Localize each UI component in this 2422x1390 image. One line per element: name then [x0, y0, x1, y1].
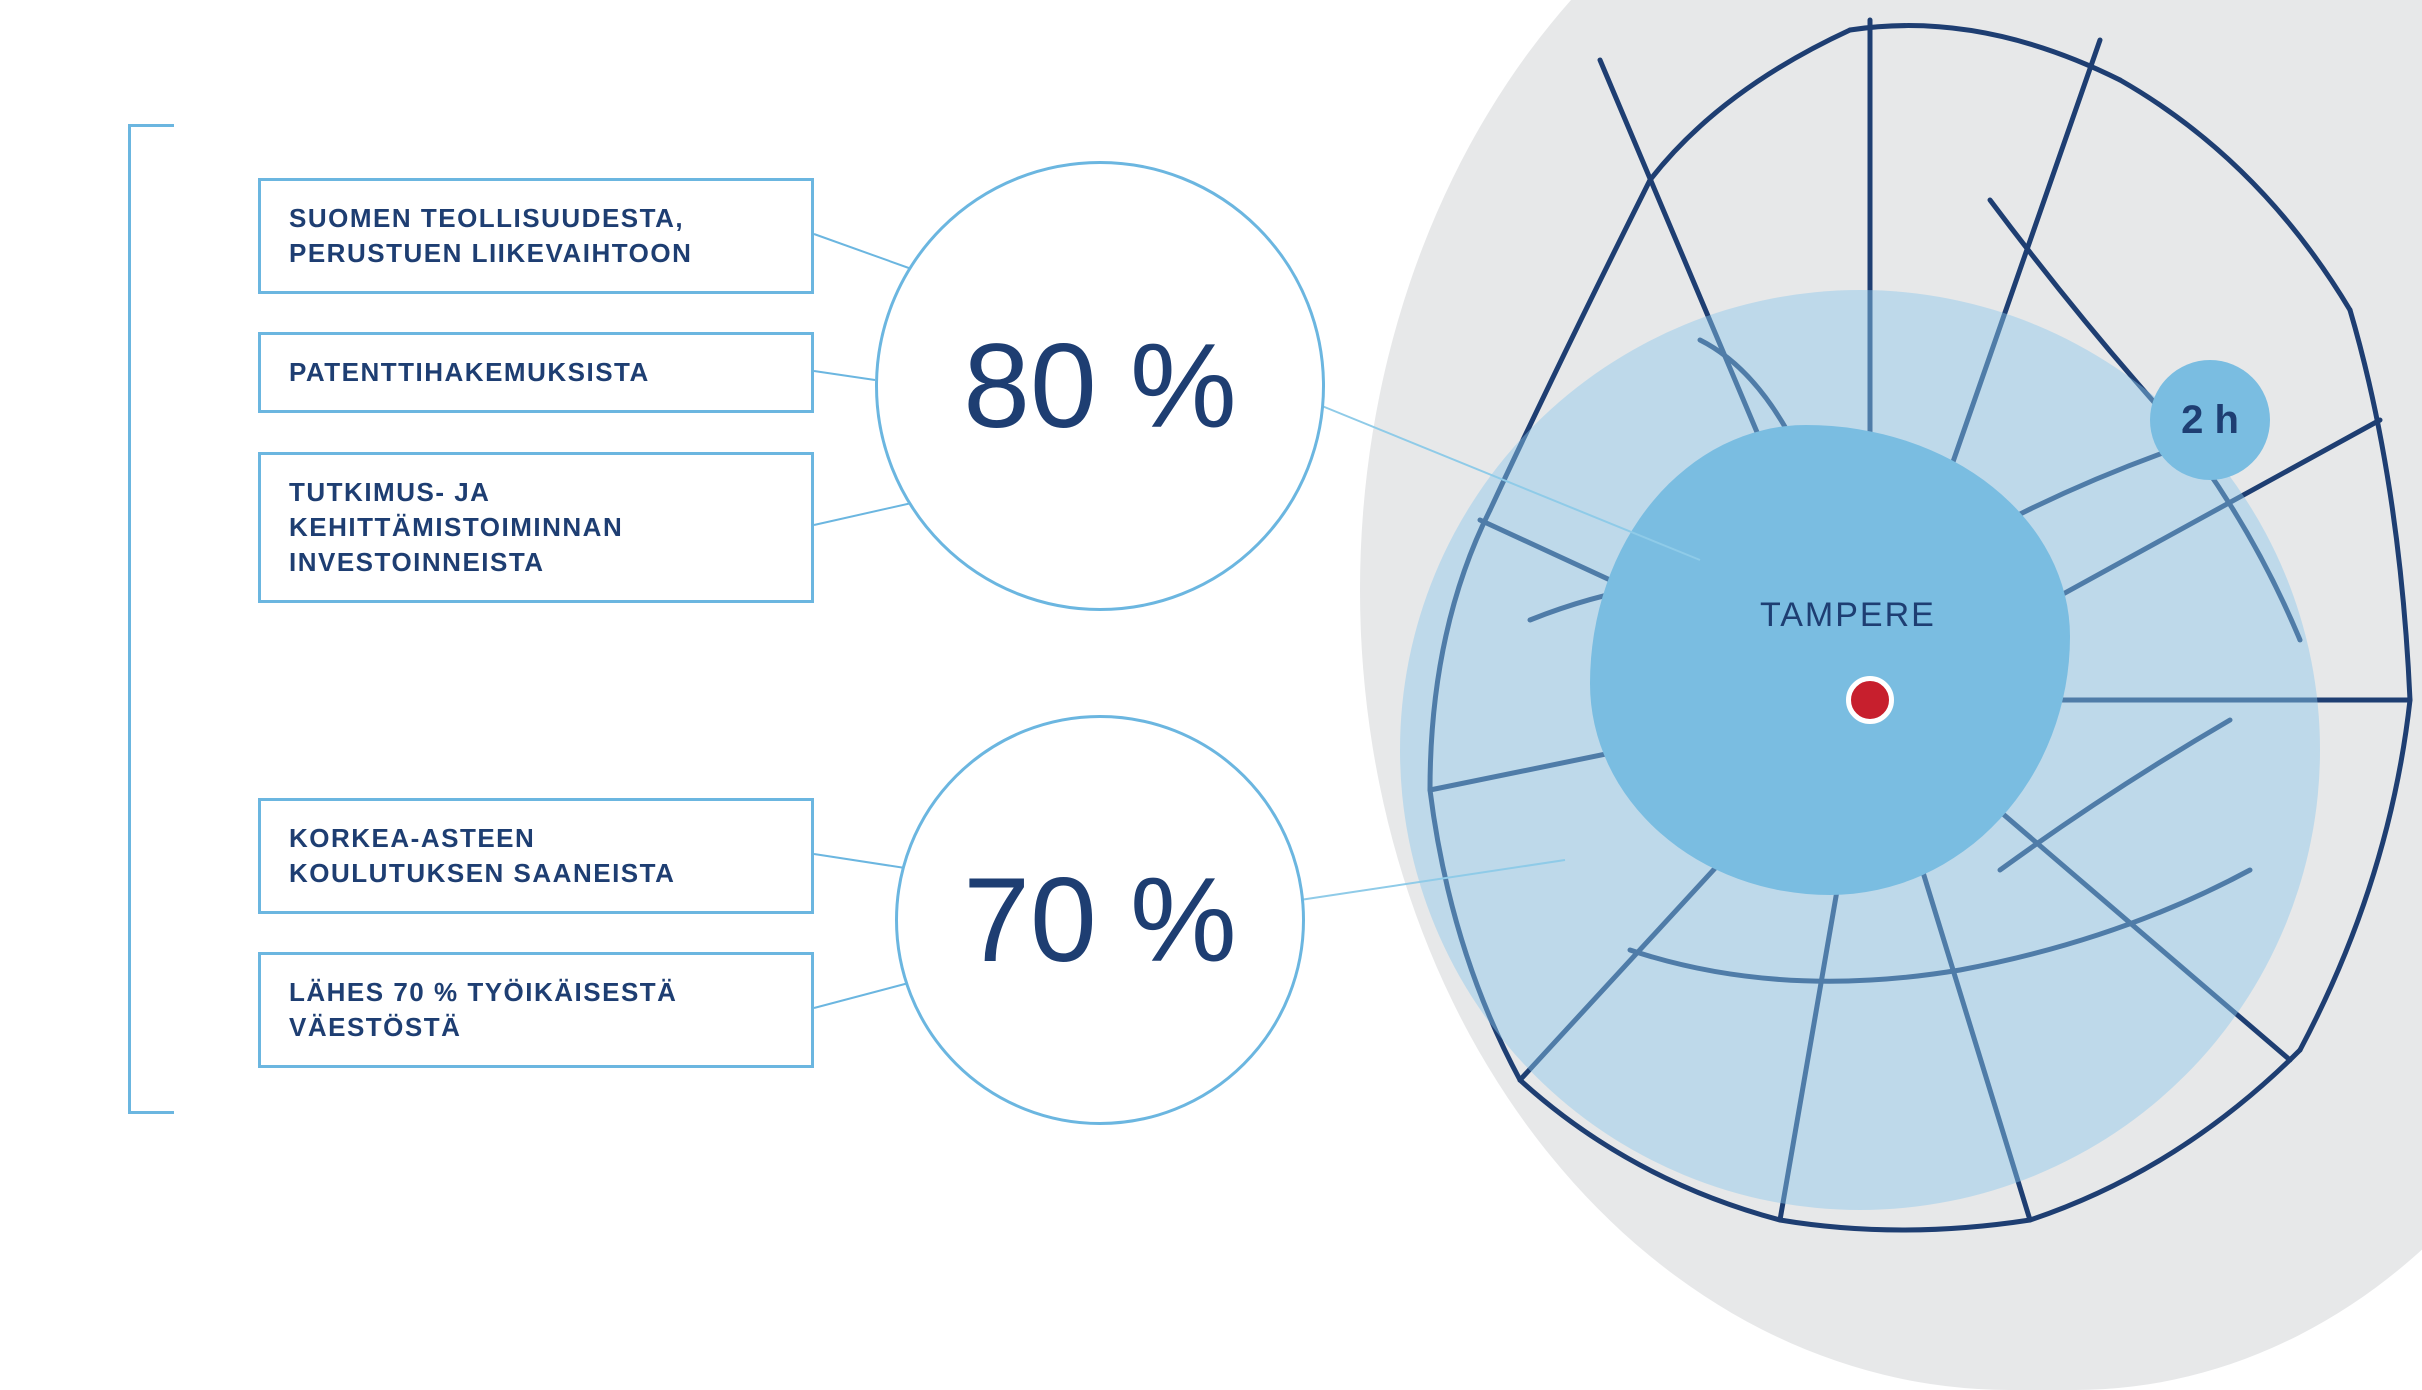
group70-box-0-line: KOULUTUKSEN SAANEISTA — [289, 856, 783, 891]
group80-box-2: TUTKIMUS- JAKEHITTÄMISTOIMINNANINVESTOIN… — [258, 452, 814, 603]
group70-box-1: LÄHES 70 % TYÖIKÄISESTÄVÄESTÖSTÄ — [258, 952, 814, 1068]
pct-circle-80-text: 80 % — [963, 317, 1237, 455]
pct-circle-70: 70 % — [895, 715, 1305, 1125]
group70-box-0-line: KORKEA-ASTEEN — [289, 821, 783, 856]
group70-box-1-line: LÄHES 70 % TYÖIKÄISESTÄ — [289, 975, 783, 1010]
group80-box-1: PATENTTIHAKEMUKSISTA — [258, 332, 814, 413]
pct-circle-80: 80 % — [875, 161, 1325, 611]
group80-box-2-line: KEHITTÄMISTOIMINNAN — [289, 510, 783, 545]
group80-box-0: SUOMEN TEOLLISUUDESTA,PERUSTUEN LIIKEVAI… — [258, 178, 814, 294]
group70-box-0: KORKEA-ASTEENKOULUTUKSEN SAANEISTA — [258, 798, 814, 914]
group80-box-0-line: PERUSTUEN LIIKEVAIHTOON — [289, 236, 783, 271]
group80-box-0-line: SUOMEN TEOLLISUUDESTA, — [289, 201, 783, 236]
group80-box-2-line: INVESTOINNEISTA — [289, 545, 783, 580]
group70-box-1-line: VÄESTÖSTÄ — [289, 1010, 783, 1045]
pct-circle-70-text: 70 % — [963, 851, 1237, 989]
group80-box-2-line: TUTKIMUS- JA — [289, 475, 783, 510]
group80-box-1-line: PATENTTIHAKEMUKSISTA — [289, 355, 783, 390]
